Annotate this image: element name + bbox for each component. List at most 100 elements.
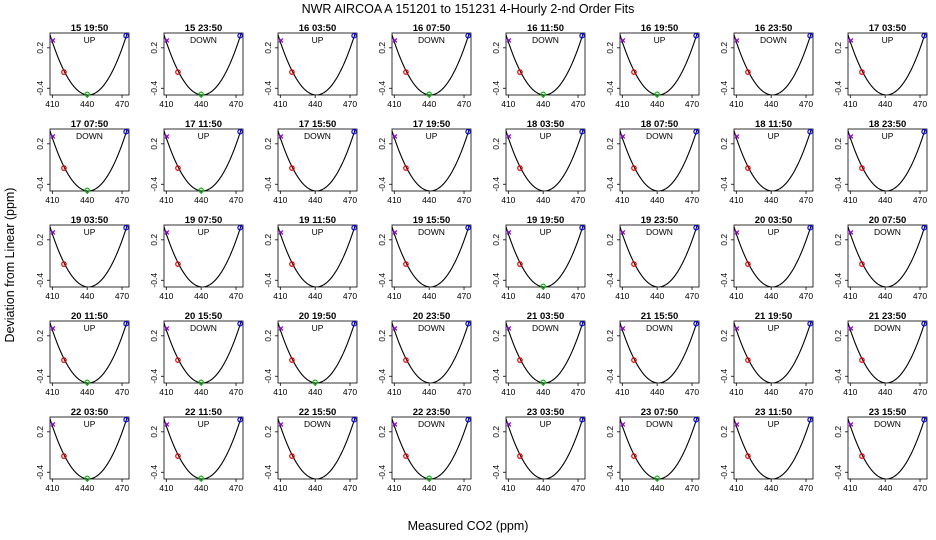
panel-direction-label: UP (198, 131, 210, 141)
marker-blue (579, 128, 585, 135)
x-tick-label: 440 (764, 483, 778, 493)
marker-purple (164, 421, 170, 427)
x-tick-label: 440 (422, 387, 436, 397)
fit-curve (392, 321, 470, 383)
marker-purple (50, 133, 56, 139)
x-tick-label: 470 (799, 195, 813, 205)
y-tick-label: -0.4 (833, 177, 843, 192)
y-tick-label: 0.2 (377, 42, 387, 54)
y-tick-label: 0.2 (491, 138, 501, 150)
x-tick-label: 440 (536, 195, 550, 205)
y-tick-label: 0.2 (491, 426, 501, 438)
marker-purple (50, 229, 56, 235)
panel-time-label: 20 15:50 (185, 311, 223, 322)
marker-blue (123, 224, 129, 231)
marker-red (859, 165, 865, 171)
marker-red (403, 69, 409, 75)
marker-purple (734, 133, 740, 139)
marker-blue (693, 320, 699, 327)
panel-time-label: 23 11:50 (755, 407, 792, 418)
x-tick-label: 440 (764, 195, 778, 205)
x-tick-label: 470 (457, 291, 471, 301)
x-tick-label: 410 (387, 99, 401, 109)
fit-curve (278, 33, 356, 95)
marker-blue (237, 128, 243, 135)
panel-direction-label: DOWN (418, 323, 445, 333)
x-tick-label: 440 (650, 483, 664, 493)
marker-blue (921, 128, 927, 135)
marker-red (859, 357, 865, 363)
x-tick-label: 440 (536, 99, 550, 109)
x-tick-label: 440 (308, 387, 322, 397)
marker-blue (123, 320, 129, 327)
x-tick-label: 410 (843, 483, 857, 493)
marker-green (198, 379, 204, 386)
x-tick-label: 440 (422, 483, 436, 493)
marker-red (631, 357, 637, 363)
y-tick-label: 0.2 (263, 234, 273, 246)
marker-purple (164, 229, 170, 235)
x-tick-label: 410 (273, 99, 287, 109)
x-tick-label: 470 (229, 483, 243, 493)
marker-green (84, 91, 90, 98)
marker-red (517, 357, 523, 363)
fit-curve (278, 129, 356, 191)
marker-blue (921, 320, 927, 327)
panel-direction-label: UP (312, 323, 324, 333)
x-tick-label: 470 (913, 387, 927, 397)
marker-blue (351, 320, 357, 327)
y-tick-label: -0.4 (605, 273, 615, 288)
marker-green (84, 475, 90, 482)
panel-direction-label: UP (312, 227, 324, 237)
y-tick-label: -0.4 (377, 81, 387, 96)
x-tick-label: 410 (273, 291, 287, 301)
fit-curve (278, 417, 356, 479)
x-tick-label: 470 (457, 99, 471, 109)
x-tick-label: 410 (729, 291, 743, 301)
fit-curve (620, 129, 698, 191)
x-tick-label: 470 (343, 387, 357, 397)
panel-direction-label: UP (198, 419, 210, 429)
x-tick-label: 470 (115, 99, 129, 109)
y-tick-label: -0.4 (491, 369, 501, 384)
y-tick-label: -0.4 (35, 465, 45, 480)
x-tick-label: 410 (615, 387, 629, 397)
marker-purple (164, 37, 170, 43)
x-tick-label: 410 (159, 99, 173, 109)
marker-blue (921, 416, 927, 423)
marker-blue (921, 32, 927, 39)
x-tick-label: 410 (45, 99, 59, 109)
panel-time-label: 22 11:50 (185, 407, 222, 418)
x-tick-label: 410 (159, 195, 173, 205)
panel-direction-label: DOWN (532, 323, 559, 333)
y-tick-label: 0.2 (377, 138, 387, 150)
x-tick-label: 440 (422, 195, 436, 205)
x-tick-label: 440 (764, 99, 778, 109)
panel-time-label: 23 03:50 (527, 407, 565, 418)
x-tick-label: 440 (536, 291, 550, 301)
marker-red (289, 453, 295, 459)
y-tick-label: -0.4 (719, 465, 729, 480)
x-tick-label: 410 (501, 99, 515, 109)
panel-time-label: 19 23:50 (641, 215, 679, 226)
x-tick-label: 410 (615, 195, 629, 205)
x-tick-label: 470 (685, 99, 699, 109)
panel-time-label: 17 15:50 (299, 119, 337, 130)
x-tick-label: 410 (501, 387, 515, 397)
x-tick-label: 470 (229, 387, 243, 397)
x-tick-label: 410 (729, 195, 743, 205)
y-tick-label: -0.4 (491, 273, 501, 288)
x-tick-label: 440 (764, 291, 778, 301)
x-tick-label: 470 (229, 99, 243, 109)
marker-blue (237, 320, 243, 327)
x-tick-label: 440 (878, 387, 892, 397)
marker-blue (237, 32, 243, 39)
marker-red (745, 261, 751, 267)
x-tick-label: 440 (194, 99, 208, 109)
marker-purple (734, 229, 740, 235)
